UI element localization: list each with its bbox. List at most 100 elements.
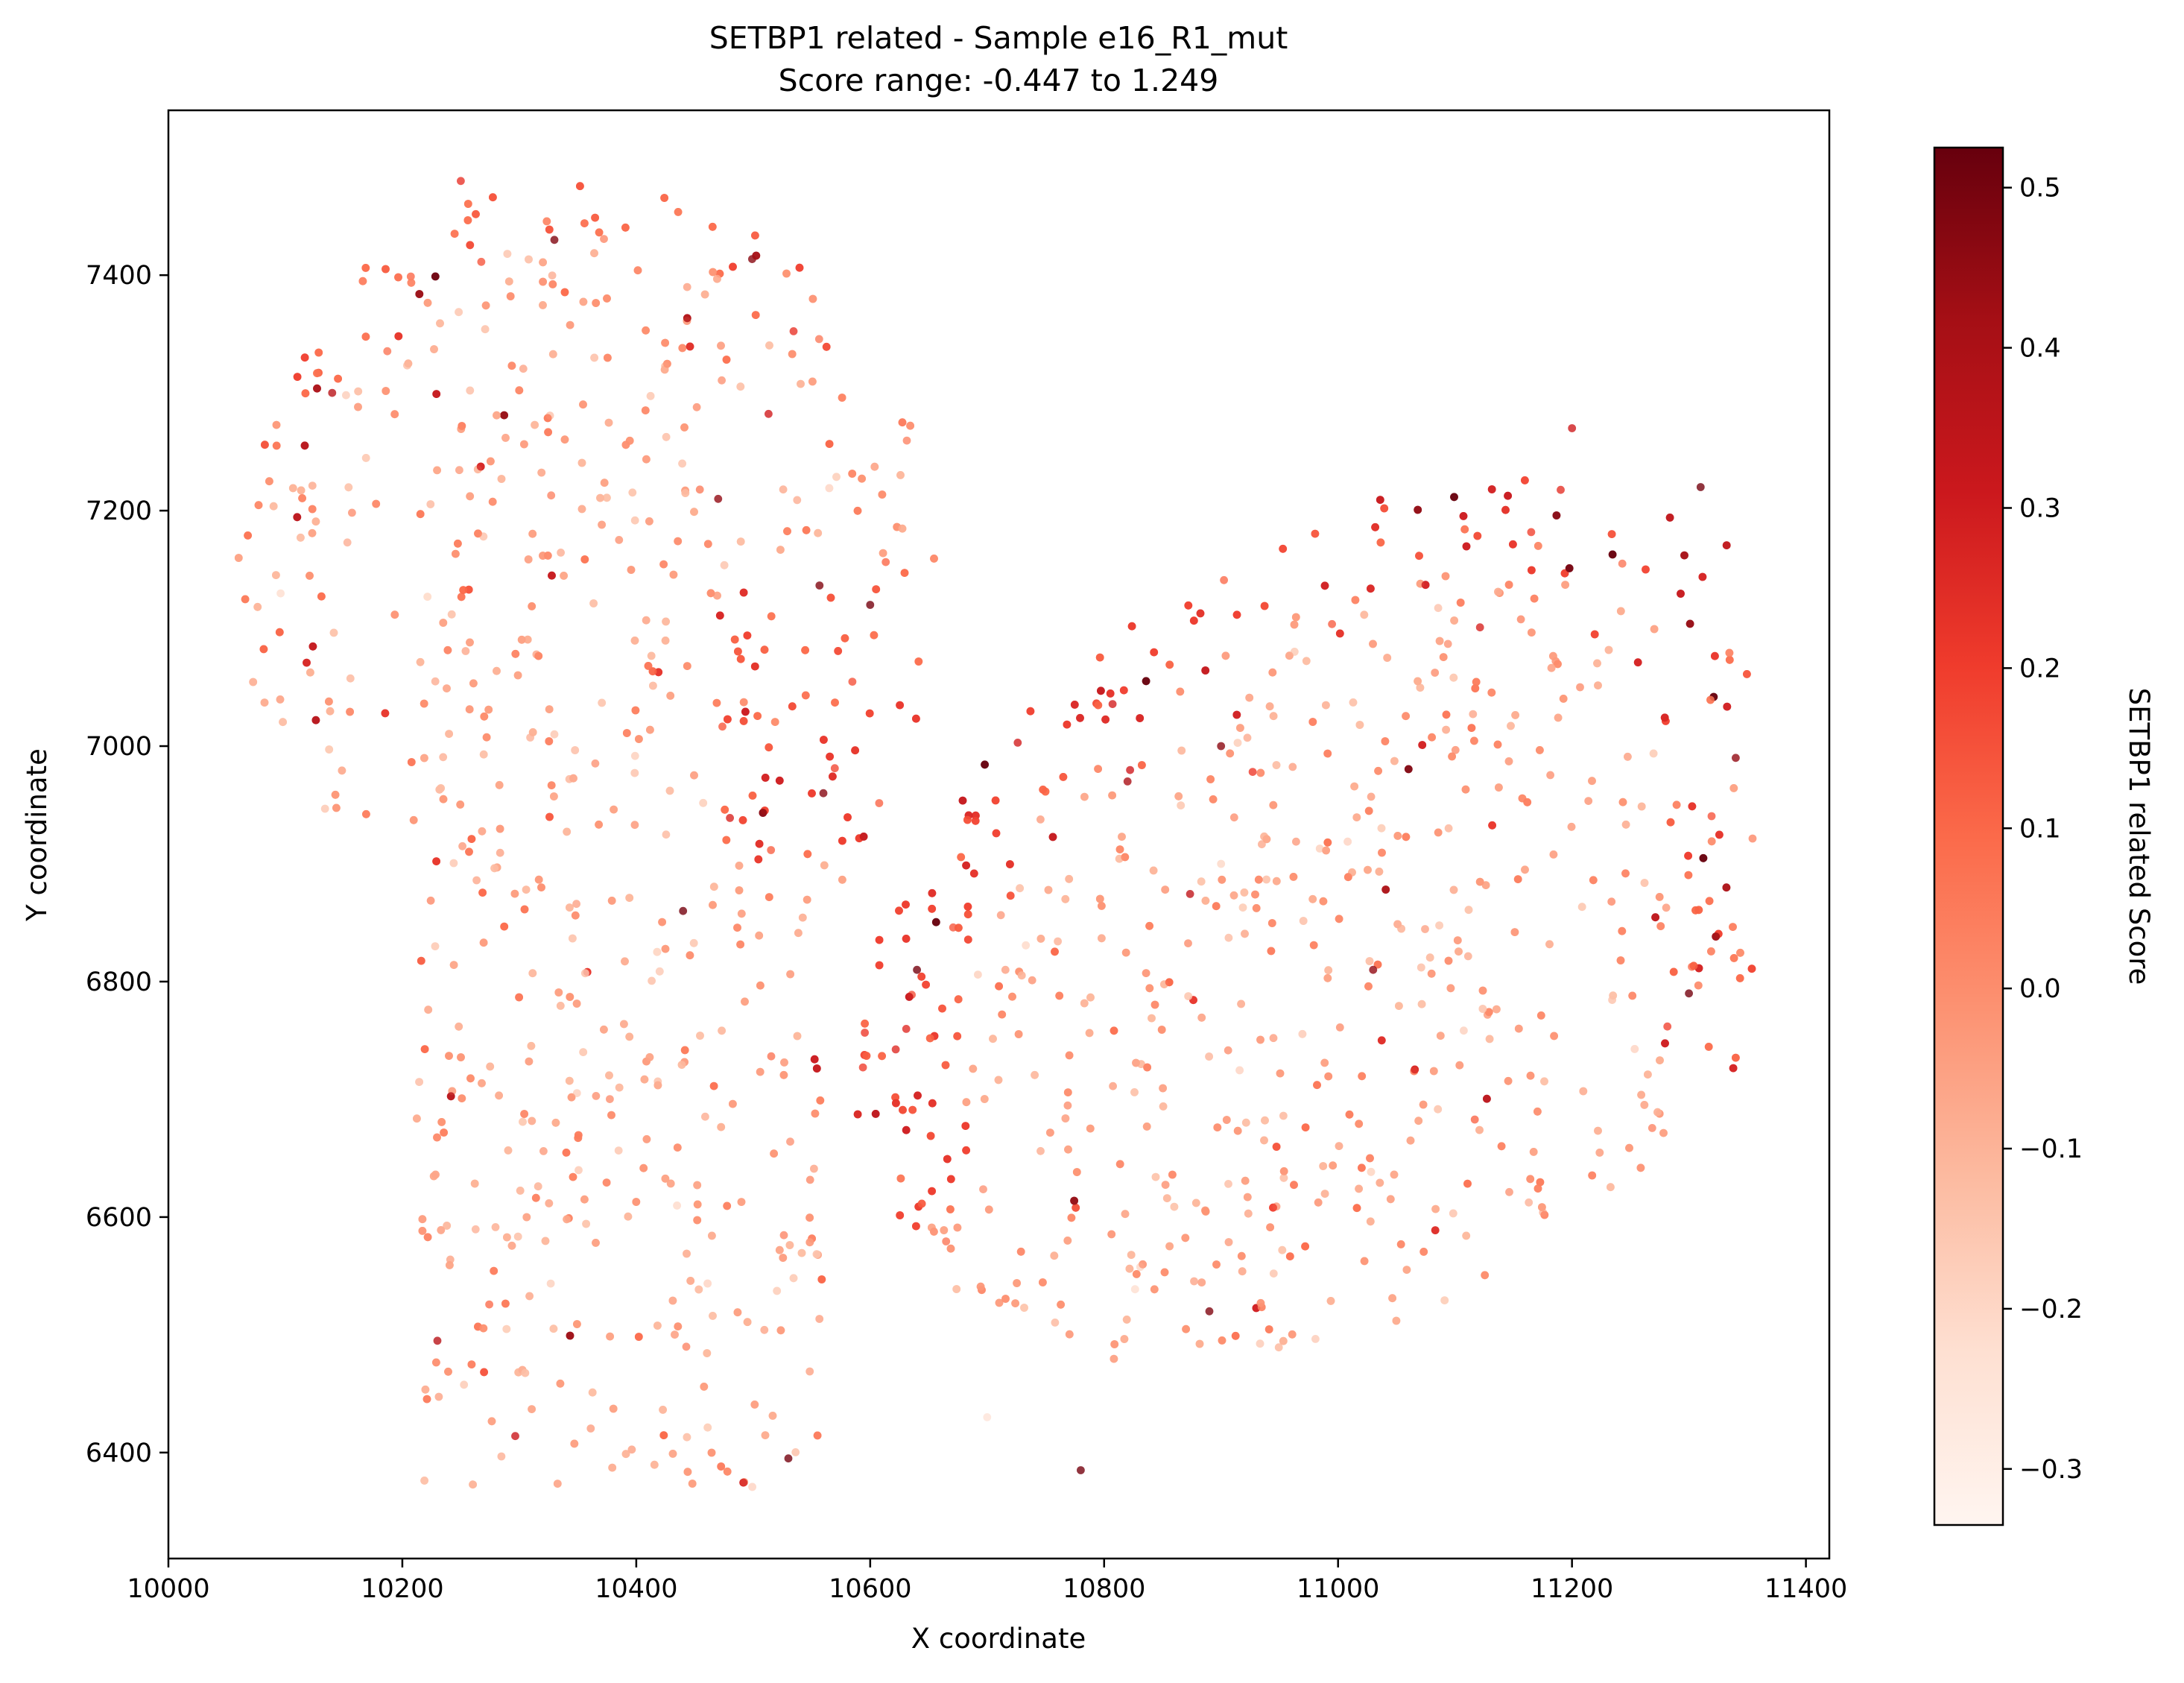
scatter-point (735, 886, 744, 894)
scatter-point (674, 537, 683, 546)
scatter-point (1022, 941, 1031, 950)
scatter-point (1020, 1304, 1028, 1312)
scatter-point (506, 292, 515, 300)
scatter-point (718, 1026, 726, 1035)
scatter-point (576, 182, 584, 191)
scatter-point (1120, 1335, 1129, 1343)
scatter-point (1595, 1149, 1604, 1157)
scatter-point (1747, 964, 1756, 973)
scatter-point (692, 402, 701, 411)
scatter-point (465, 705, 474, 714)
scatter-point (798, 913, 807, 922)
scatter-point (531, 1193, 540, 1202)
scatter-point (563, 827, 572, 836)
scatter-point (752, 251, 761, 260)
scatter-point (1048, 833, 1057, 842)
scatter-point (1735, 974, 1744, 982)
scatter-point (361, 264, 370, 272)
scatter-point (797, 1248, 806, 1257)
scatter-point (765, 409, 773, 418)
scatter-point (733, 1308, 742, 1317)
scatter-point (534, 1182, 542, 1191)
scatter-point (1323, 838, 1332, 847)
scatter-point (1016, 884, 1024, 893)
scatter-point (817, 1275, 826, 1283)
scatter-point (1533, 542, 1542, 550)
scatter-point (1417, 1000, 1426, 1008)
scatter-point (1016, 1247, 1025, 1256)
scatter-point (1648, 1124, 1656, 1132)
scatter-point (896, 1174, 905, 1183)
scatter-point (1440, 1296, 1449, 1304)
scatter-point (338, 766, 346, 775)
scatter-point (563, 1215, 571, 1224)
scatter-point (1355, 1184, 1363, 1193)
colorbar-tick-label: 0.2 (2019, 654, 2061, 683)
scatter-point (793, 496, 802, 505)
scatter-point (1425, 953, 1434, 962)
scatter-point (1392, 1316, 1401, 1325)
scatter-point (519, 1117, 527, 1126)
scatter-point (789, 1274, 798, 1283)
scatter-point (272, 420, 281, 429)
scatter-point (1191, 1199, 1200, 1207)
scatter-point (662, 830, 671, 839)
scatter-point (1039, 1278, 1047, 1286)
scatter-point (779, 1254, 788, 1262)
scatter-point (500, 411, 508, 420)
scatter-point (1434, 604, 1443, 613)
scatter-point (615, 536, 624, 544)
scatter-point (875, 935, 884, 944)
scatter-point (606, 1095, 614, 1103)
scatter-point (466, 1074, 475, 1083)
scatter-point (688, 1480, 697, 1488)
scatter-point (382, 265, 390, 274)
scatter-point (1229, 813, 1238, 822)
scatter-point (913, 965, 921, 974)
scatter-point (741, 707, 750, 716)
scatter-point (1264, 1325, 1273, 1333)
scatter-point (784, 1454, 793, 1463)
scatter-point (930, 1228, 938, 1236)
scatter-point (661, 1174, 670, 1183)
scatter-point (870, 462, 879, 471)
scatter-point (1285, 651, 1294, 660)
scatter-point (1290, 1181, 1298, 1190)
scatter-point (1213, 1123, 1222, 1131)
scatter-point (963, 935, 972, 944)
scatter-point (1706, 695, 1715, 704)
scatter-point (1224, 1180, 1232, 1188)
scatter-point (545, 1199, 554, 1207)
scatter-point (1298, 1029, 1307, 1038)
scatter-point (1006, 860, 1014, 868)
scatter-point (1080, 792, 1089, 801)
scatter-point (724, 715, 732, 724)
scatter-point (1232, 710, 1241, 719)
scatter-point (1593, 659, 1601, 668)
scatter-point (1278, 1245, 1287, 1254)
scatter-point (320, 804, 329, 813)
scatter-point (472, 209, 480, 218)
scatter-point (768, 1412, 777, 1420)
scatter-point (1435, 921, 1443, 929)
scatter-point (1618, 559, 1627, 568)
scatter-point (1209, 795, 1218, 803)
scatter-point (1546, 771, 1555, 780)
scatter-point (980, 1095, 989, 1103)
scatter-point (1269, 1269, 1278, 1278)
scatter-point (1514, 1024, 1523, 1033)
scatter-point (586, 1424, 595, 1433)
scatter-point (1459, 512, 1468, 520)
scatter-point (501, 434, 510, 442)
scatter-point (1463, 952, 1472, 961)
scatter-point (671, 1330, 679, 1339)
scatter-point (841, 634, 849, 642)
scatter-point (311, 517, 320, 526)
scatter-point (782, 269, 791, 278)
scatter-point (812, 1064, 821, 1073)
scatter-point (477, 257, 486, 266)
scatter-point (795, 263, 804, 272)
scatter-point (848, 678, 857, 686)
scatter-point (1237, 1000, 1245, 1008)
